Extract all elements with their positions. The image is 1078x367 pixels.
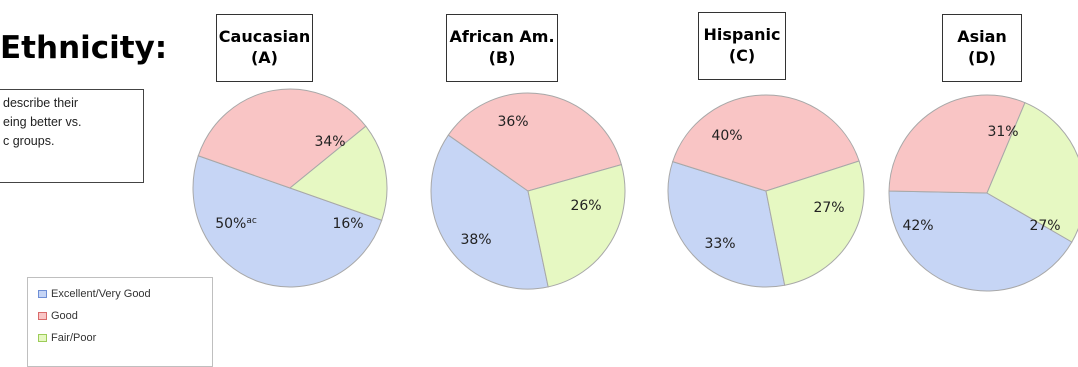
pie-data-label-good: 40%: [711, 128, 742, 144]
pie-slice-good: [672, 94, 860, 192]
pie-data-label-excellent: 38%: [460, 232, 491, 248]
chart-title-hispanic: Hispanic (C): [698, 12, 786, 80]
pie-data-label-excellent: 42%: [902, 218, 933, 234]
chart-title-african-american: African Am. (B): [446, 14, 558, 82]
pie-chart-1: 38% 36% 26%: [430, 92, 626, 290]
pie-slice-excellent: [667, 161, 786, 288]
legend-item-excellent: Excellent/Very Good: [38, 283, 212, 305]
pie-data-label-good: 36%: [497, 114, 528, 130]
pie-chart-2: 33% 40% 27%: [667, 94, 865, 288]
note-line: c groups.: [3, 134, 55, 148]
pie-slice-fair: [765, 160, 865, 286]
pie-data-label-fair: 16%: [332, 216, 363, 232]
legend-label: Good: [51, 310, 78, 322]
legend-label: Excellent/Very Good: [51, 288, 151, 300]
legend-swatch-fair: [38, 334, 47, 342]
note-line: describe their: [3, 96, 79, 110]
legend-swatch-excellent: [38, 290, 47, 298]
pie-slice-good: [197, 88, 367, 189]
pie-data-label-good: 31%: [987, 124, 1018, 140]
pie-slice-fair: [288, 125, 388, 221]
pie-slice-excellent: [192, 155, 383, 288]
pie-chart-3: 42% 31% 27%: [888, 94, 1078, 292]
pie-slice-good: [447, 92, 623, 192]
legend-swatch-good: [38, 312, 47, 320]
pie-slice-good: [888, 94, 1026, 194]
note-line: eing better vs.: [3, 115, 82, 129]
pie-data-label-fair: 26%: [570, 198, 601, 214]
page-heading: Ethnicity:: [0, 30, 168, 66]
pie-slice-excellent: [430, 134, 549, 290]
legend-item-good: Good: [38, 305, 212, 327]
chart-legend: Excellent/Very Good Good Fair/Poor: [27, 277, 213, 367]
chart-title-asian: Asian (D): [942, 14, 1022, 82]
pie-data-label-good: 34%: [314, 134, 345, 150]
legend-item-fair: Fair/Poor: [38, 327, 212, 349]
chart-title-caucasian: Caucasian (A): [216, 14, 313, 82]
pie-slice-fair: [527, 164, 626, 288]
pie-data-label-fair: 27%: [813, 200, 844, 216]
legend-label: Fair/Poor: [51, 332, 97, 344]
description-note: describe their eing better vs. c groups.: [0, 89, 144, 183]
pie-data-label-excellent: 33%: [704, 236, 735, 252]
pie-slice-fair: [986, 102, 1078, 243]
pie-data-label-fair: 27%: [1029, 218, 1060, 234]
